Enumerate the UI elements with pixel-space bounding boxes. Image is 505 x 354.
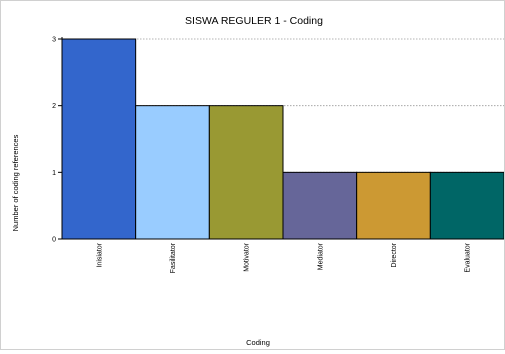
x-tick-label: Evaluator [465, 242, 472, 272]
tick-labels: 0 1 2 3 Inisiator Fasilitator Motivator Mediato… [52, 37, 472, 274]
bar-fasilitator [135, 105, 210, 240]
y-tick-label: 1 [52, 170, 56, 177]
axes [58, 37, 504, 240]
x-tick-label: Fasilitator [170, 242, 177, 273]
bar-chart: SISWA REGULER 1 - Coding Number of codin… [11, 15, 505, 347]
bar-mediator [282, 171, 358, 240]
chart-title: SISWA REGULER 1 - Coding [185, 15, 323, 27]
x-tick-label: Mediator [317, 242, 324, 270]
x-tick-label: Inisiator [96, 242, 103, 267]
x-axis-label: Coding [246, 338, 270, 347]
y-axis-label: Number of coding references [11, 134, 20, 231]
x-tick-label: Director [391, 242, 398, 267]
bar-evaluator [429, 171, 505, 240]
bars [61, 38, 505, 240]
y-tick-label: 0 [52, 237, 56, 244]
bar-director [356, 171, 431, 240]
y-tick-label: 3 [52, 37, 56, 44]
y-tick-label: 2 [52, 103, 56, 110]
bar-motivator [208, 105, 284, 240]
x-tick-label: Motivator [244, 242, 251, 271]
bar-inisiator [61, 38, 137, 240]
